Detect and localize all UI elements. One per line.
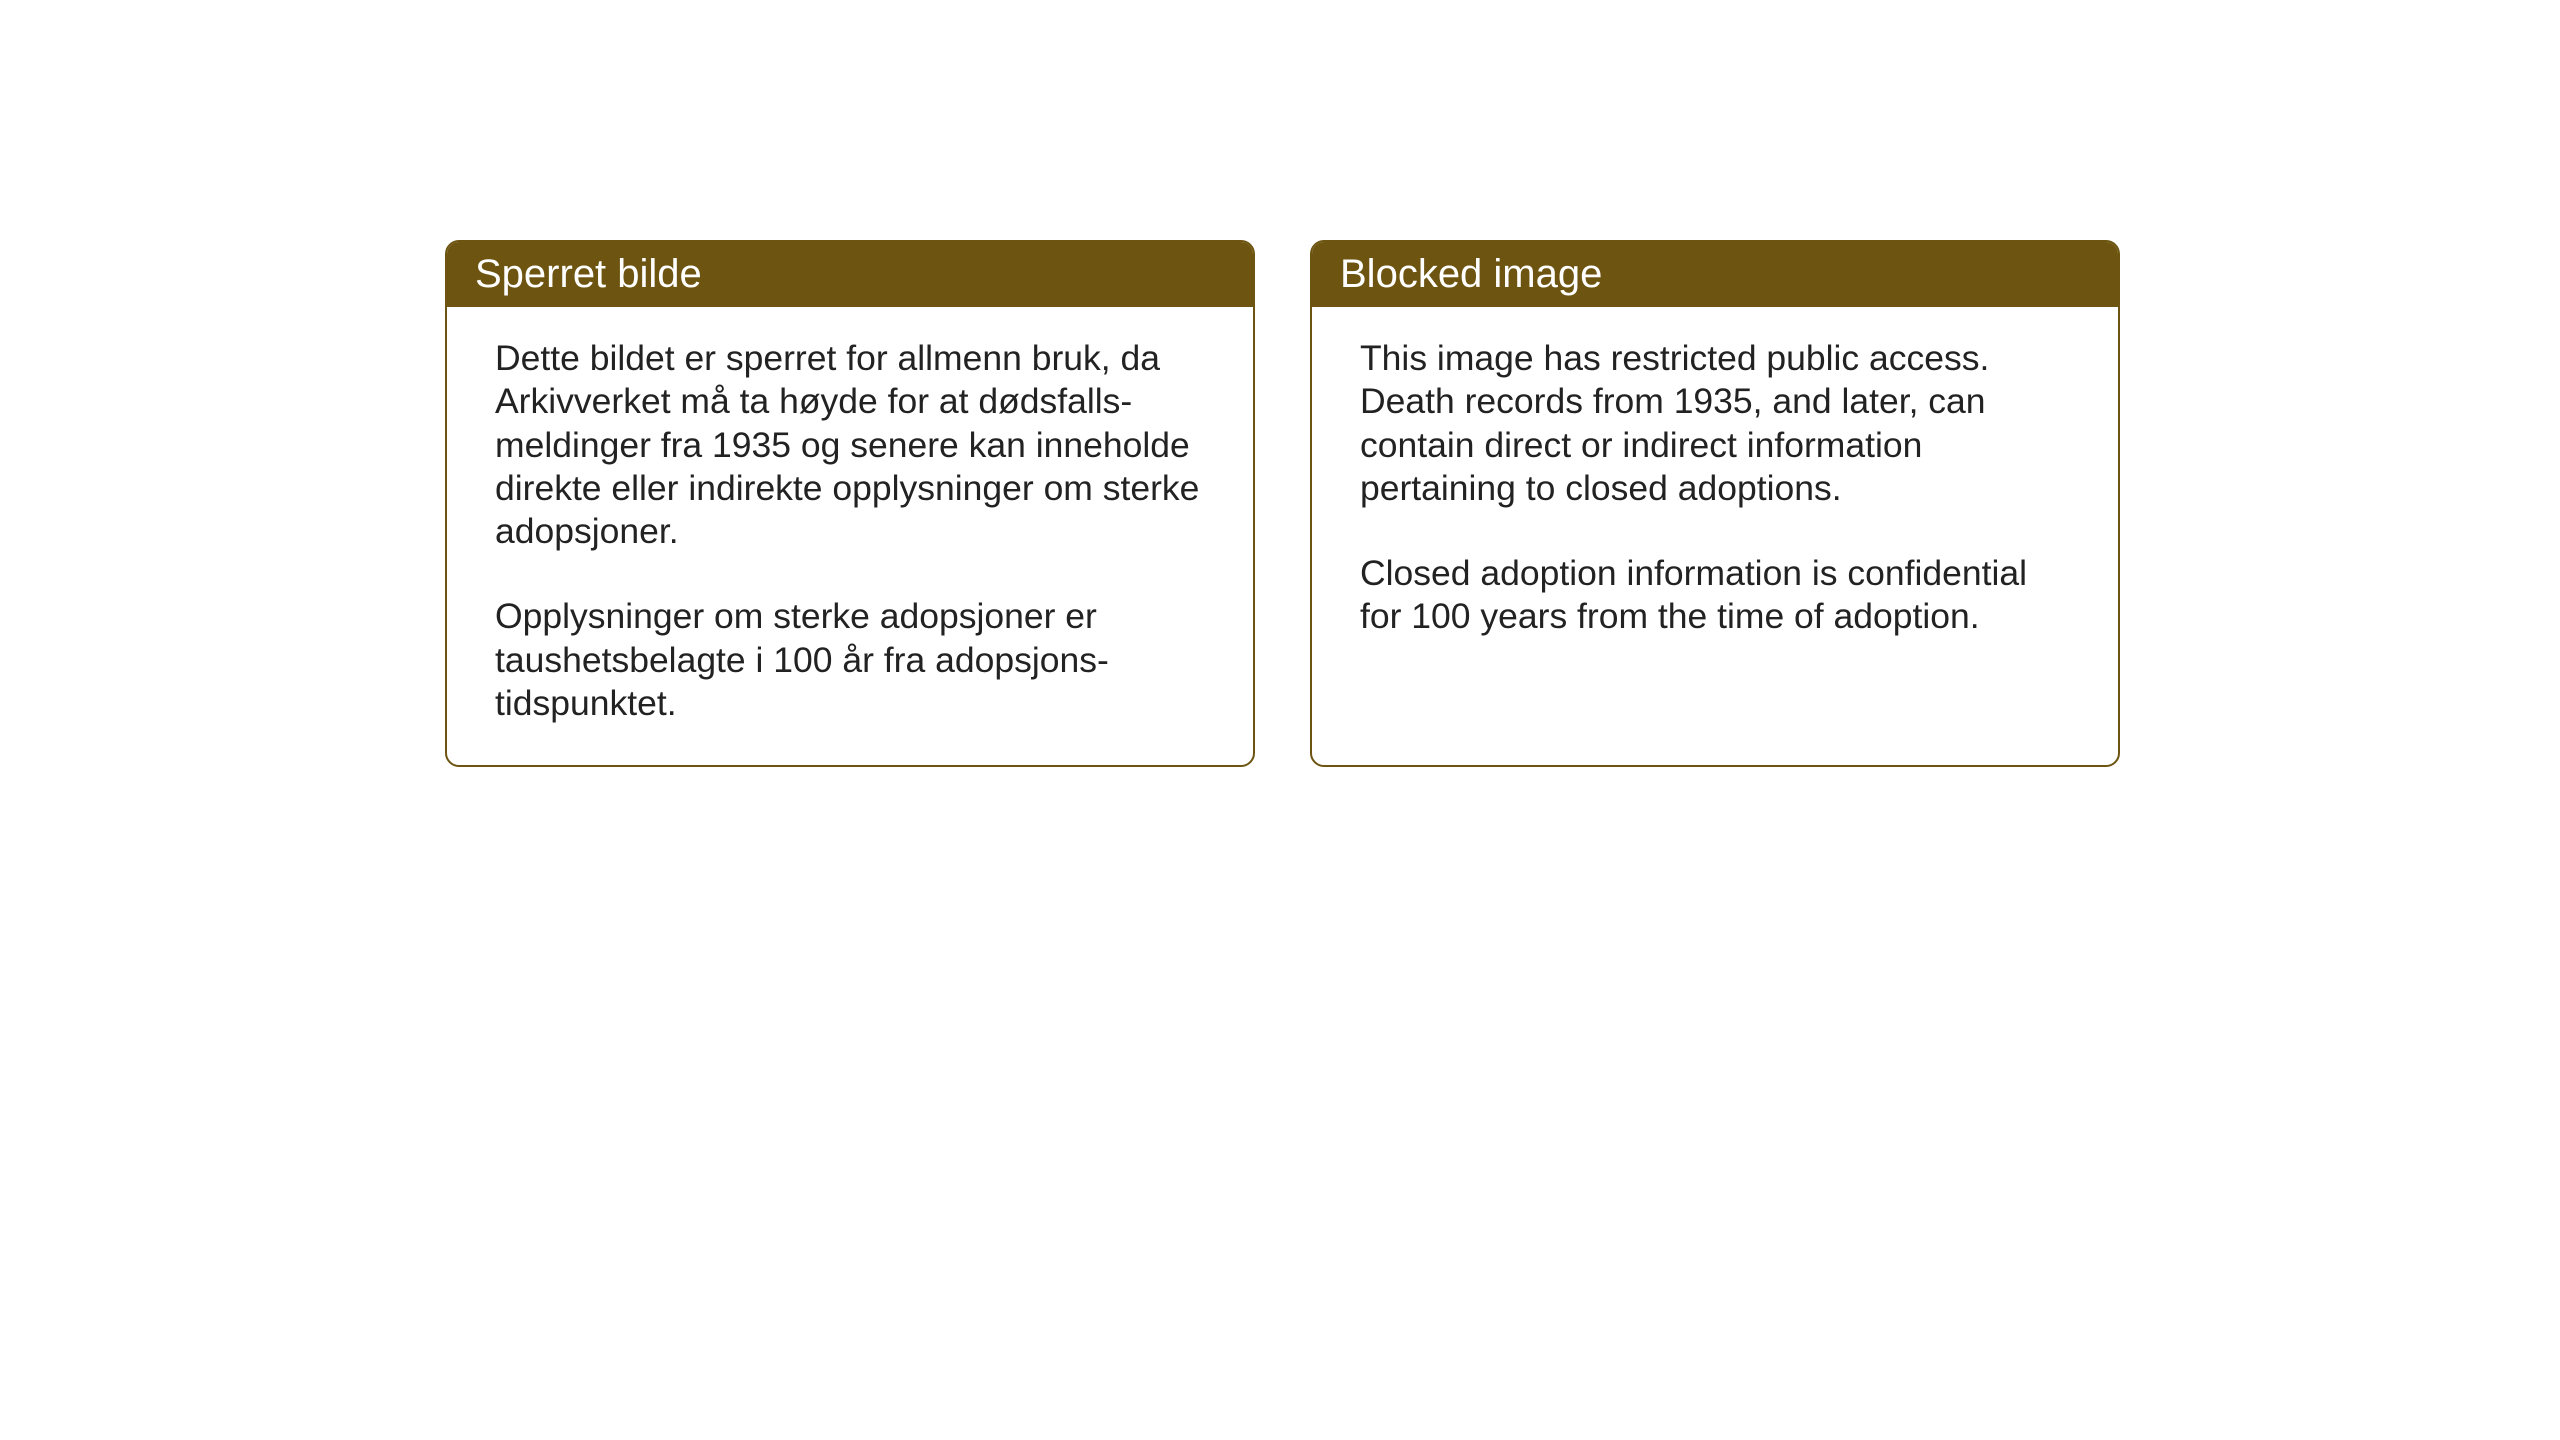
notice-card-english: Blocked image This image has restricted …	[1310, 240, 2120, 767]
card-header-english: Blocked image	[1312, 242, 2118, 307]
notice-card-norwegian: Sperret bilde Dette bildet er sperret fo…	[445, 240, 1255, 767]
card-body-english: This image has restricted public access.…	[1312, 307, 2118, 747]
notice-container: Sperret bilde Dette bildet er sperret fo…	[445, 240, 2120, 767]
card-header-norwegian: Sperret bilde	[447, 242, 1253, 307]
card-paragraph-norwegian-2: Opplysninger om sterke adopsjoner er tau…	[495, 595, 1205, 725]
card-body-norwegian: Dette bildet er sperret for allmenn bruk…	[447, 307, 1253, 765]
card-paragraph-english-2: Closed adoption information is confident…	[1360, 552, 2070, 639]
card-paragraph-english-1: This image has restricted public access.…	[1360, 337, 2070, 510]
card-title-english: Blocked image	[1340, 252, 1602, 296]
card-paragraph-norwegian-1: Dette bildet er sperret for allmenn bruk…	[495, 337, 1205, 553]
card-title-norwegian: Sperret bilde	[475, 252, 702, 296]
